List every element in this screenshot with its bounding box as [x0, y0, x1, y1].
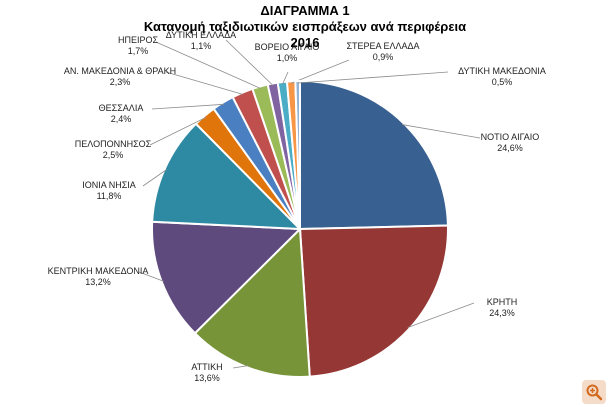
zoom-button[interactable] [582, 380, 606, 404]
slice-value-label: 1,1% [191, 41, 212, 51]
leader-line [401, 124, 481, 139]
slice-value-label: 2,5% [103, 150, 124, 160]
chart-title: ΔΙΑΓΡΑΜΜΑ 1 [260, 3, 350, 18]
leader-line [138, 271, 164, 282]
slice-label: ΙΟΝΙΑ ΝΗΣΙΑ [82, 180, 136, 190]
pie-slice [151, 220, 303, 335]
leader-line [407, 302, 475, 328]
slice-value-label: 2,4% [111, 114, 132, 124]
slice-label: ΣΤΕΡΕΑ ΕΛΛΑΔΑ [346, 41, 419, 51]
slice-label: ΑΝ. ΜΑΚΕΔΟΝΙΑ & ΘΡΑΚΗ [64, 66, 176, 76]
chart-year: 2016 [290, 35, 320, 50]
slice-value-label: 0,9% [373, 52, 394, 62]
slice-label: ΚΕΝΤΡΙΚΗ ΜΑΚΕΔΟΝΙΑ [48, 266, 149, 276]
pie-slice [298, 224, 449, 378]
leader-line [232, 365, 249, 369]
leader-line [165, 71, 244, 95]
slice-value-label: 13,2% [85, 277, 111, 287]
leader-line [225, 39, 274, 86]
slice-value-label: 0,5% [492, 77, 513, 87]
leader-line [291, 59, 350, 84]
slice-label: ΗΠΕΙΡΟΣ [118, 35, 159, 45]
slice-value-label: 13,6% [194, 373, 220, 383]
slice-label: ΠΕΛΟΠΟΝΝΗΣΟΣ [75, 139, 152, 149]
slice-value-label: 11,8% [97, 191, 122, 201]
pie-slice [299, 79, 449, 231]
leader-line [282, 71, 289, 85]
leader-line [142, 169, 167, 187]
leader-line [155, 41, 261, 89]
slice-label: ΘΕΣΣΑΛΙΑ [99, 103, 144, 113]
chart-subtitle: Κατανομή ταξιδιωτικών εισπράξεων ανά περ… [143, 19, 467, 34]
pie-slice [151, 122, 303, 231]
slice-value-label: 24,3% [489, 308, 515, 318]
chart-title-block: ΔΙΑΓΡΑΜΜΑ 1 Κατανομή ταξιδιωτικών εισπρά… [0, 3, 610, 51]
leader-line [297, 71, 449, 84]
slice-label: ΔΥΤΙΚΗ ΜΑΚΕΔΟΝΙΑ [458, 66, 546, 76]
magnifier-plus-icon [586, 384, 603, 401]
slice-value-label: 1,7% [128, 46, 149, 56]
slice-label: ΑΤΤΙΚΗ [191, 362, 222, 372]
leader-line [151, 103, 225, 110]
pie-slice [294, 79, 301, 230]
slice-label: ΝΟΤΙΟ ΑΙΓΑΙΟ [481, 132, 540, 142]
pie-slice [193, 226, 311, 378]
slice-label: ΔΥΤΙΚΗ ΕΛΛΑΔΑ [166, 30, 236, 40]
slice-value-label: 24,6% [497, 143, 523, 153]
slice-value-label: 1,0% [277, 53, 298, 63]
slice-value-label: 2,3% [110, 77, 131, 87]
leader-line [149, 117, 206, 146]
slice-label: ΒΟΡΕΙΟ ΑΙΓΑΙΟ [255, 42, 320, 52]
slice-label: ΚΡΗΤΗ [487, 297, 518, 307]
